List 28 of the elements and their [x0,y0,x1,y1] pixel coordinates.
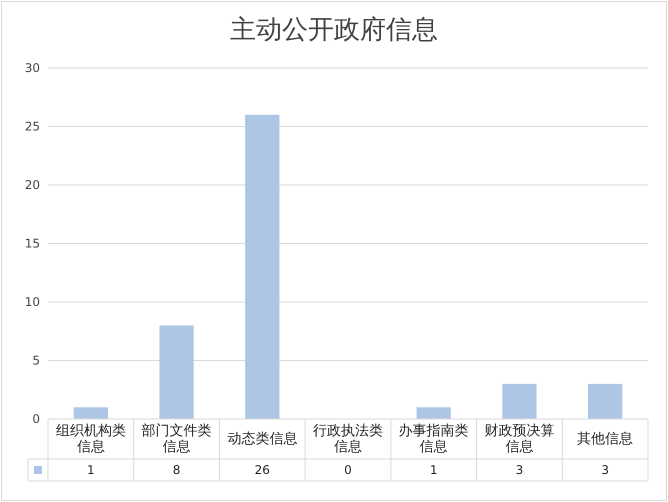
y-tick-label: 15 [24,236,40,250]
bar [502,384,537,419]
y-tick-label: 20 [24,178,40,192]
x-tick-label: 部门文件类信息 [140,422,213,457]
y-tick-label: 5 [32,354,40,368]
y-tick-label: 10 [24,295,40,309]
y-tick-label: 0 [32,412,40,426]
x-tick-label: 组织机构类信息 [54,422,127,457]
x-tick-label: 办事指南类信息 [398,422,470,457]
chart-title: 主动公开政府信息 [230,15,438,45]
bar [588,384,622,419]
bar [159,325,194,419]
x-tick-label: 行政执法类信息 [312,422,384,457]
data-label: 1 [430,463,438,477]
data-label: 3 [516,463,524,477]
x-tick-label: 其他信息 [576,430,634,449]
data-label: 0 [344,463,352,477]
y-tick-label: 30 [24,61,40,75]
x-tick-label: 动态类信息 [226,430,298,449]
x-tick-label: 财政预决算信息 [483,422,556,457]
y-tick-label: 25 [24,120,40,134]
data-label: 26 [254,463,270,477]
bar [416,407,451,419]
bar [74,407,108,419]
data-label: 1 [87,463,95,477]
data-label: 8 [172,463,180,477]
bar [245,114,280,419]
data-label: 3 [601,463,609,477]
